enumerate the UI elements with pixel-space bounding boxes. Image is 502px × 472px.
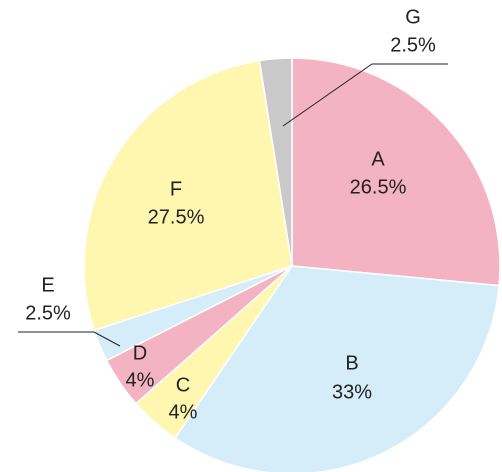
value-label: 4% bbox=[169, 401, 198, 423]
slice-label: G bbox=[405, 6, 421, 28]
pie-slice bbox=[83, 59, 293, 332]
slice-label: B bbox=[345, 352, 358, 374]
slice-label: C bbox=[176, 374, 190, 396]
labels: A 26.5% B 33% C 4% D 4% E 2.5% F 27.5% G 2.5% bbox=[25, 6, 436, 423]
slice-label: F bbox=[170, 178, 182, 200]
slice-label: D bbox=[133, 342, 147, 364]
value-label: 2.5% bbox=[25, 302, 71, 324]
value-label: 2.5% bbox=[390, 34, 436, 56]
value-label: 4% bbox=[126, 369, 155, 391]
value-label: 27.5% bbox=[148, 206, 205, 228]
value-label: 26.5% bbox=[350, 176, 407, 198]
slice-label: A bbox=[371, 148, 385, 170]
pie bbox=[83, 57, 501, 472]
leader-line bbox=[18, 331, 121, 347]
leader-line bbox=[282, 63, 448, 127]
slice-label: E bbox=[41, 274, 54, 296]
pie-slice bbox=[291, 57, 501, 287]
value-label: 33% bbox=[332, 381, 372, 403]
pie-slice bbox=[174, 265, 500, 472]
pie-slice bbox=[258, 57, 293, 267]
